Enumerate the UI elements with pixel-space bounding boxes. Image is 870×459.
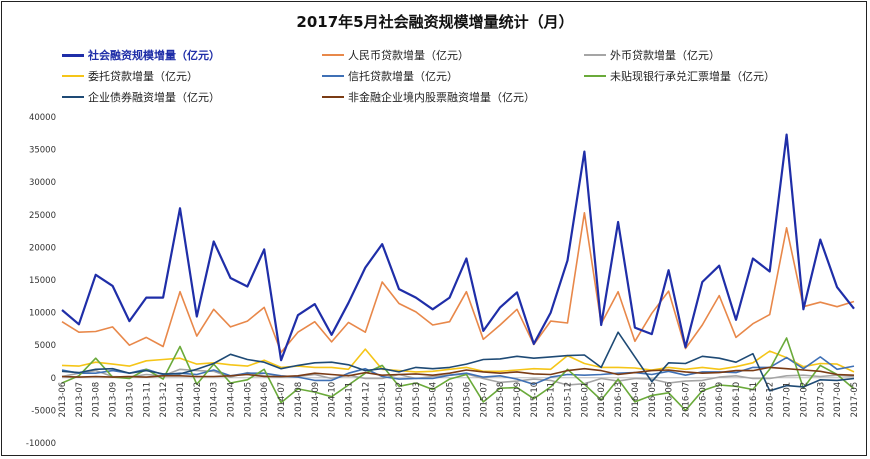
x-tick-label: 2015-10 bbox=[530, 382, 540, 418]
y-tick-label: 20000 bbox=[29, 243, 56, 253]
legend-item: 社会融资规模增量（亿元） bbox=[62, 47, 220, 63]
legend-swatch bbox=[322, 96, 344, 98]
legend-swatch bbox=[322, 75, 344, 77]
legend-swatch bbox=[62, 96, 84, 98]
x-tick-label: 2016-12 bbox=[766, 382, 776, 418]
x-tick-label: 2017-01 bbox=[783, 382, 793, 418]
y-tick-label: 15000 bbox=[29, 276, 56, 286]
legend-swatch bbox=[62, 75, 84, 77]
x-tick-label: 2013-09 bbox=[109, 382, 119, 418]
legend-label: 非金融企业境内股票融资增量（亿元） bbox=[348, 91, 535, 104]
legend-label: 企业债券融资增量（亿元） bbox=[88, 91, 220, 104]
y-tick-label: 35000 bbox=[29, 146, 56, 156]
legend-item: 委托贷款增量（亿元） bbox=[62, 68, 198, 84]
y-tick-label: 25000 bbox=[29, 211, 56, 221]
legend-swatch bbox=[584, 75, 606, 77]
x-tick-label: 2015-08 bbox=[496, 382, 506, 418]
legend-label: 人民币贷款增量（亿元） bbox=[348, 49, 469, 62]
x-tick-label: 2014-10 bbox=[328, 382, 338, 418]
series-line bbox=[61, 337, 855, 412]
legend-swatch bbox=[62, 53, 84, 57]
legend-label: 未贴现银行承兑汇票增量（亿元） bbox=[610, 70, 775, 83]
x-tick-label: 2014-09 bbox=[311, 382, 321, 418]
x-tick-label: 2016-10 bbox=[732, 382, 742, 418]
series-line bbox=[61, 366, 855, 378]
series-line bbox=[61, 133, 855, 362]
x-tick-label: 2014-12 bbox=[361, 382, 371, 418]
legend-label: 信托贷款增量（亿元） bbox=[348, 70, 458, 83]
legend-item: 非金融企业境内股票融资增量（亿元） bbox=[322, 89, 535, 105]
series-line bbox=[61, 331, 855, 392]
series-line bbox=[61, 348, 855, 373]
x-tick-label: 2016-09 bbox=[715, 382, 725, 418]
series-line bbox=[61, 212, 855, 354]
legend-item: 企业债券融资增量（亿元） bbox=[62, 89, 220, 105]
x-tick-label: 2014-06 bbox=[260, 382, 270, 418]
x-tick-label: 2014-05 bbox=[243, 382, 253, 418]
y-tick-label: 30000 bbox=[29, 178, 56, 188]
x-tick-label: 2017-03 bbox=[816, 382, 826, 418]
x-tick-label: 2015-01 bbox=[378, 382, 388, 418]
x-tick-label: 2015-12 bbox=[564, 382, 574, 418]
legend-label: 外币贷款增量（亿元） bbox=[610, 49, 720, 62]
x-tick-label: 2015-06 bbox=[462, 382, 472, 418]
x-tick-label: 2015-11 bbox=[547, 382, 557, 418]
x-tick-label: 2013-06 bbox=[58, 382, 68, 418]
x-tick-label: 2015-04 bbox=[429, 382, 439, 418]
legend-label: 委托贷款增量（亿元） bbox=[88, 70, 198, 83]
x-tick-label: 2016-11 bbox=[749, 382, 759, 418]
x-tick-label: 2016-02 bbox=[597, 382, 607, 418]
x-tick-label: 2016-06 bbox=[665, 382, 675, 418]
legend-swatch bbox=[584, 54, 606, 56]
legend-item: 外币贷款增量（亿元） bbox=[584, 47, 720, 63]
y-tick-label: 5000 bbox=[34, 341, 56, 351]
x-tick-label: 2017-02 bbox=[799, 382, 809, 418]
x-tick-label: 2015-03 bbox=[412, 382, 422, 418]
legend-item: 信托贷款增量（亿元） bbox=[322, 68, 458, 84]
x-tick-label: 2013-10 bbox=[125, 382, 135, 418]
y-tick-label: 0 bbox=[51, 374, 56, 384]
x-tick-label: 2014-02 bbox=[193, 382, 203, 418]
x-tick-label: 2017-05 bbox=[850, 382, 860, 418]
x-tick-label: 2014-04 bbox=[227, 382, 237, 418]
x-tick-label: 2013-08 bbox=[92, 382, 102, 418]
x-tick-label: 2016-03 bbox=[614, 382, 624, 418]
x-tick-label: 2016-08 bbox=[698, 382, 708, 418]
x-tick-label: 2017-04 bbox=[833, 382, 843, 418]
y-tick-label: -5000 bbox=[31, 406, 56, 416]
x-tick-label: 2015-05 bbox=[446, 382, 456, 418]
legend-swatch bbox=[322, 54, 344, 56]
x-tick-label: 2014-01 bbox=[176, 382, 186, 418]
x-tick-label: 2014-03 bbox=[210, 382, 220, 418]
x-tick-label: 2013-12 bbox=[159, 382, 169, 418]
x-tick-label: 2014-08 bbox=[294, 382, 304, 418]
legend: 社会融资规模增量（亿元） 人民币贷款增量（亿元） 外币贷款增量（亿元） 委托贷款增量（… bbox=[2, 2, 868, 112]
x-tick-label: 2013-07 bbox=[75, 382, 85, 418]
x-tick-label: 2014-11 bbox=[344, 382, 354, 418]
x-tick-label: 2013-11 bbox=[142, 382, 152, 418]
legend-label: 社会融资规模增量（亿元） bbox=[88, 49, 220, 62]
x-tick-label: 2016-05 bbox=[648, 382, 658, 418]
x-tick-label: 2016-07 bbox=[681, 382, 691, 418]
y-tick-label: -10000 bbox=[26, 439, 56, 449]
x-tick-label: 2015-07 bbox=[479, 382, 489, 418]
chart-title: 2017年5月社会融资规模增量统计（月） bbox=[296, 13, 574, 31]
y-tick-label: 40000 bbox=[29, 113, 56, 123]
legend-item: 未贴现银行承兑汇票增量（亿元） bbox=[584, 68, 775, 84]
x-tick-label: 2015-09 bbox=[513, 382, 523, 418]
legend-item: 人民币贷款增量（亿元） bbox=[322, 47, 469, 63]
x-tick-label: 2016-04 bbox=[631, 382, 641, 418]
x-tick-label: 2015-02 bbox=[395, 382, 405, 418]
x-tick-label: 2016-01 bbox=[580, 382, 590, 418]
y-tick-label: 10000 bbox=[29, 309, 56, 319]
x-tick-label: 2014-07 bbox=[277, 382, 287, 418]
